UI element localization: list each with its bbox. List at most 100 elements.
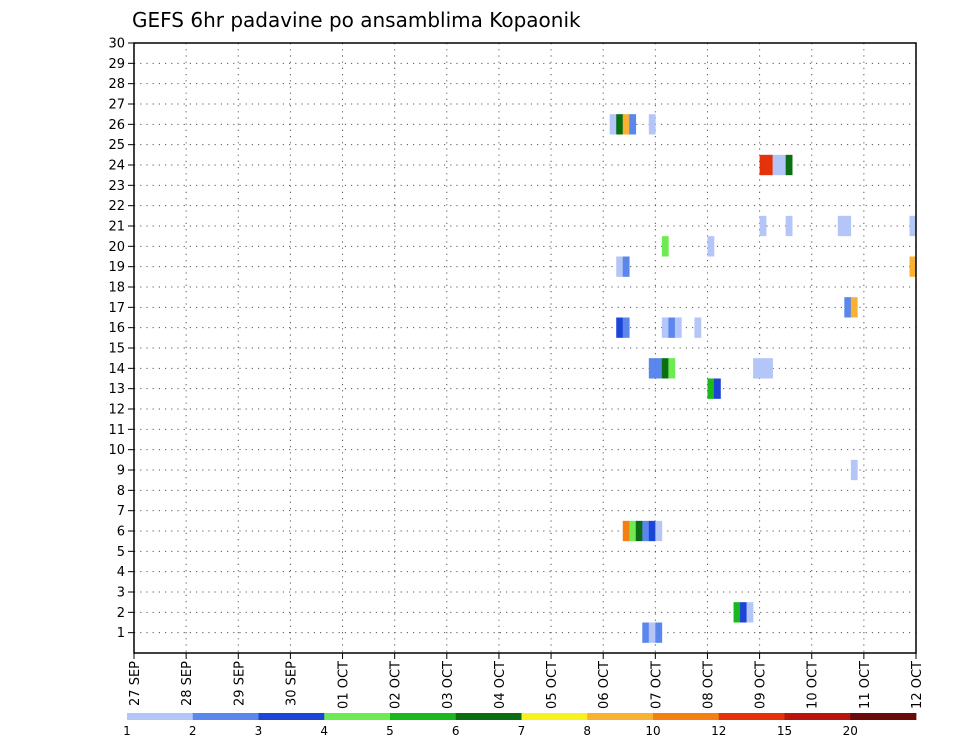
heatmap-cell [759, 215, 767, 237]
y-tick-label: 23 [108, 179, 125, 194]
heatmap-cell [759, 154, 767, 176]
y-tick-label: 29 [108, 57, 125, 72]
colorbar-segment [718, 713, 785, 720]
heatmap-cell [785, 215, 793, 237]
heatmap-cell [648, 520, 656, 542]
colorbar-label: 10 [645, 724, 660, 738]
chart-title: GEFS 6hr padavine po ansamblima Kopaonik [132, 8, 581, 32]
x-axis: 27 SEP 28 SEP 29 SEP 30 SEP 01 OCT 02 OCT 03 O… [128, 653, 925, 709]
y-tick-label: 8 [117, 484, 125, 499]
heatmap-cell [844, 297, 852, 318]
x-tick-label: 08 OCT [701, 661, 716, 709]
x-tick-label: 28 SEP [180, 661, 195, 706]
colorbar-label: 15 [777, 724, 792, 738]
y-tick-label: 2 [117, 606, 125, 621]
y-tick-label: 9 [117, 464, 125, 479]
heatmap-cell [850, 459, 858, 481]
colorbar-label: 12 [711, 724, 726, 738]
heatmap-cell [629, 114, 637, 135]
y-tick-label: 4 [117, 565, 125, 580]
y-tick-label: 15 [108, 342, 125, 357]
y-tick-label: 24 [108, 159, 125, 174]
y-tick-label: 16 [108, 321, 125, 336]
y-tick-label: 14 [108, 362, 125, 377]
x-tick-label: 01 OCT [337, 661, 352, 709]
heatmap-cell [622, 114, 630, 135]
colorbar-label: 8 [583, 724, 591, 738]
y-tick-label: 3 [117, 586, 125, 601]
x-tick-label: 07 OCT [649, 661, 664, 709]
heatmap-cell [674, 317, 682, 338]
heatmap-cell [648, 114, 656, 135]
x-tick-label: 12 OCT [910, 661, 925, 709]
heatmap-cell [616, 114, 624, 135]
y-tick-label: 12 [108, 403, 125, 418]
y-tick-label: 27 [108, 98, 125, 113]
colorbar-segment [192, 713, 259, 720]
y-tick-label: 7 [117, 504, 125, 519]
heatmap-cell [661, 236, 669, 257]
heatmap-cell [616, 317, 624, 338]
x-tick-label: 11 OCT [858, 661, 873, 709]
heatmap-cell [629, 520, 637, 542]
heatmap-cell [609, 114, 617, 135]
heatmap-cell [655, 622, 663, 643]
x-tick-label: 05 OCT [545, 661, 560, 709]
heatmap-cell [655, 358, 663, 379]
heatmap-cell [661, 317, 669, 338]
heatmap-cell [642, 622, 650, 643]
heatmap-cells [609, 114, 917, 643]
heatmap-cell [622, 317, 630, 338]
y-tick-label: 22 [108, 199, 125, 214]
y-tick-label: 18 [108, 281, 125, 296]
y-tick-label: 30 [108, 37, 125, 52]
heatmap-cell [622, 256, 630, 277]
heatmap-cell [661, 358, 669, 379]
colorbar-segment [850, 713, 917, 720]
heatmap-cell [733, 602, 741, 623]
colorbar-label: 4 [320, 724, 328, 738]
heatmap-cell [753, 358, 760, 379]
heatmap-cell [668, 358, 676, 379]
y-tick-label: 17 [108, 301, 125, 316]
heatmap-cell [766, 154, 773, 176]
y-tick-label: 5 [117, 545, 125, 560]
heatmap-cell [648, 358, 656, 379]
heatmap-cell [837, 215, 845, 237]
colorbar-label: 20 [843, 724, 858, 738]
heatmap-cell [785, 154, 793, 176]
heatmap-cell [707, 378, 715, 399]
colorbar: 1 2 3 4 5 6 7 8 10 12 15 20 [123, 713, 917, 738]
y-tick-label: 10 [108, 443, 125, 458]
x-tick-label: 09 OCT [754, 661, 769, 709]
x-tick-label: 03 OCT [441, 661, 456, 709]
y-tick-label: 25 [108, 138, 125, 153]
colorbar-segment [784, 713, 851, 720]
heatmap-cell [616, 256, 624, 277]
heatmap-cell [909, 256, 917, 277]
y-axis: 1234567891011121314151617181920212223242… [108, 37, 134, 641]
y-tick-label: 1 [117, 626, 125, 641]
colorbar-segment [653, 713, 720, 720]
colorbar-label: 1 [123, 724, 131, 738]
colorbar-segment [258, 713, 325, 720]
colorbar-segment [587, 713, 654, 720]
y-tick-label: 6 [117, 525, 125, 540]
heatmap-cell [779, 154, 786, 176]
y-tick-label: 20 [108, 240, 125, 255]
heatmap-cell [642, 520, 650, 542]
x-tick-label: 27 SEP [128, 661, 143, 706]
heatmap-cell [668, 317, 676, 338]
heatmap-cell [635, 520, 643, 542]
colorbar-label: 3 [255, 724, 263, 738]
heatmap-cell [772, 154, 780, 176]
colorbar-segment [455, 713, 522, 720]
heatmap-cell [746, 602, 754, 623]
colorbar-segment [127, 713, 194, 720]
heatmap-cell [648, 622, 656, 643]
grid [134, 43, 916, 653]
heatmap-cell [622, 520, 630, 542]
y-tick-label: 28 [108, 77, 125, 92]
heatmap-cell [713, 378, 721, 399]
